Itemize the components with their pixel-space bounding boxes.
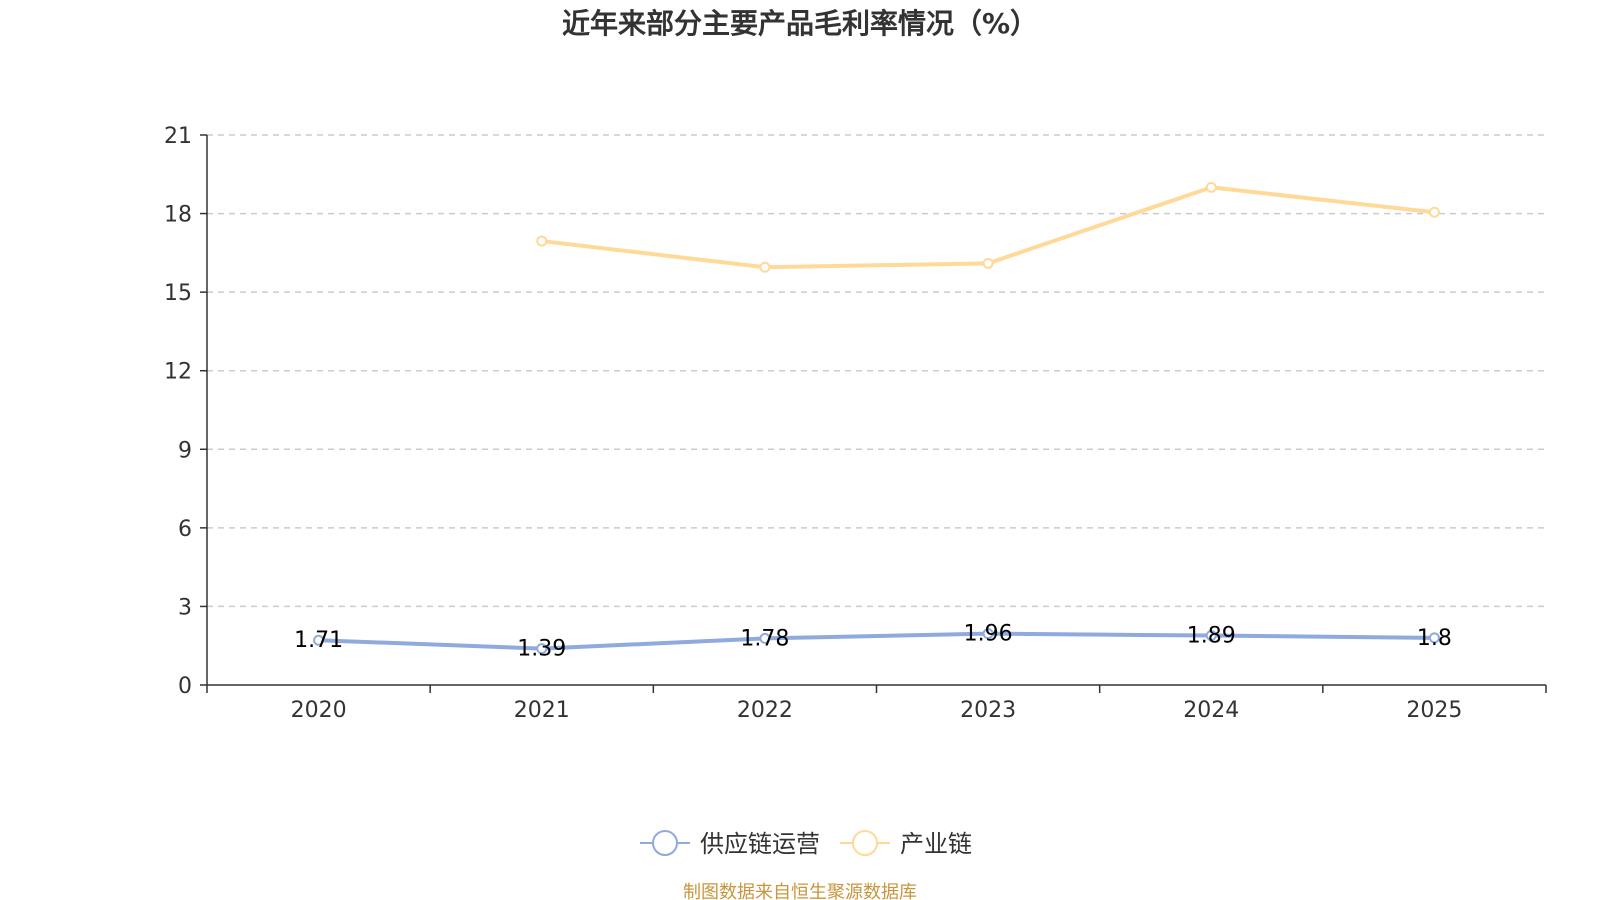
data-point — [759, 632, 771, 644]
x-tick-label: 2020 — [291, 698, 347, 723]
x-tick-label: 2024 — [1183, 698, 1239, 723]
legend-marker — [852, 830, 878, 856]
x-tick-label: 2023 — [960, 698, 1016, 723]
data-label: 1.96 — [964, 622, 1013, 647]
series-layer — [313, 181, 1440, 655]
legend-marker — [652, 830, 678, 856]
legend-item-2[interactable]: 产业链 — [840, 830, 972, 858]
data-point — [313, 634, 325, 646]
y-tick-label: 6 — [178, 517, 192, 542]
data-label: 1.71 — [294, 628, 343, 653]
y-tick-label: 21 — [164, 124, 192, 149]
data-point — [536, 643, 548, 655]
data-point — [1428, 632, 1440, 644]
series-line-1 — [316, 631, 1437, 651]
x-tick-label: 2021 — [514, 698, 570, 723]
grid-lines — [207, 134, 1546, 608]
data-label: 1.39 — [517, 637, 566, 662]
y-tick-label: 15 — [164, 281, 192, 306]
chart-title: 近年来部分主要产品毛利率情况（%） — [562, 7, 1038, 40]
y-tick-label: 9 — [178, 438, 192, 463]
data-point — [982, 257, 994, 269]
data-label: 1.78 — [740, 626, 789, 651]
data-point — [982, 628, 994, 640]
data-point — [1205, 630, 1217, 641]
data-point — [536, 235, 548, 247]
data-labels: 1.71 1.39 1.78 1.96 1.89 1.8 — [294, 622, 1452, 662]
x-tick-label: 2025 — [1406, 698, 1462, 723]
source-note: 制图数据来自恒生聚源数据库 — [683, 882, 917, 900]
y-tick-label: 18 — [164, 203, 192, 228]
data-point — [1428, 206, 1440, 218]
y-tick-label: 3 — [178, 595, 192, 620]
legend-item-1[interactable]: 供应链运营 — [640, 830, 820, 858]
data-point — [1205, 181, 1217, 193]
axes: 0 3 6 9 12 15 18 21 2020 2021 2022 2023 2024 2025 — [164, 124, 1547, 723]
data-label: 1.8 — [1417, 626, 1452, 651]
series-line-2 — [539, 185, 1437, 270]
data-label: 1.89 — [1187, 624, 1236, 649]
legend[interactable]: 供应链运营 产业链 — [640, 830, 972, 858]
legend-label: 产业链 — [900, 830, 972, 858]
y-tick-label: 12 — [164, 360, 192, 385]
legend-label: 供应链运营 — [700, 830, 820, 858]
y-tick-label: 0 — [178, 674, 192, 699]
data-point — [759, 261, 771, 273]
x-tick-label: 2022 — [737, 698, 793, 723]
